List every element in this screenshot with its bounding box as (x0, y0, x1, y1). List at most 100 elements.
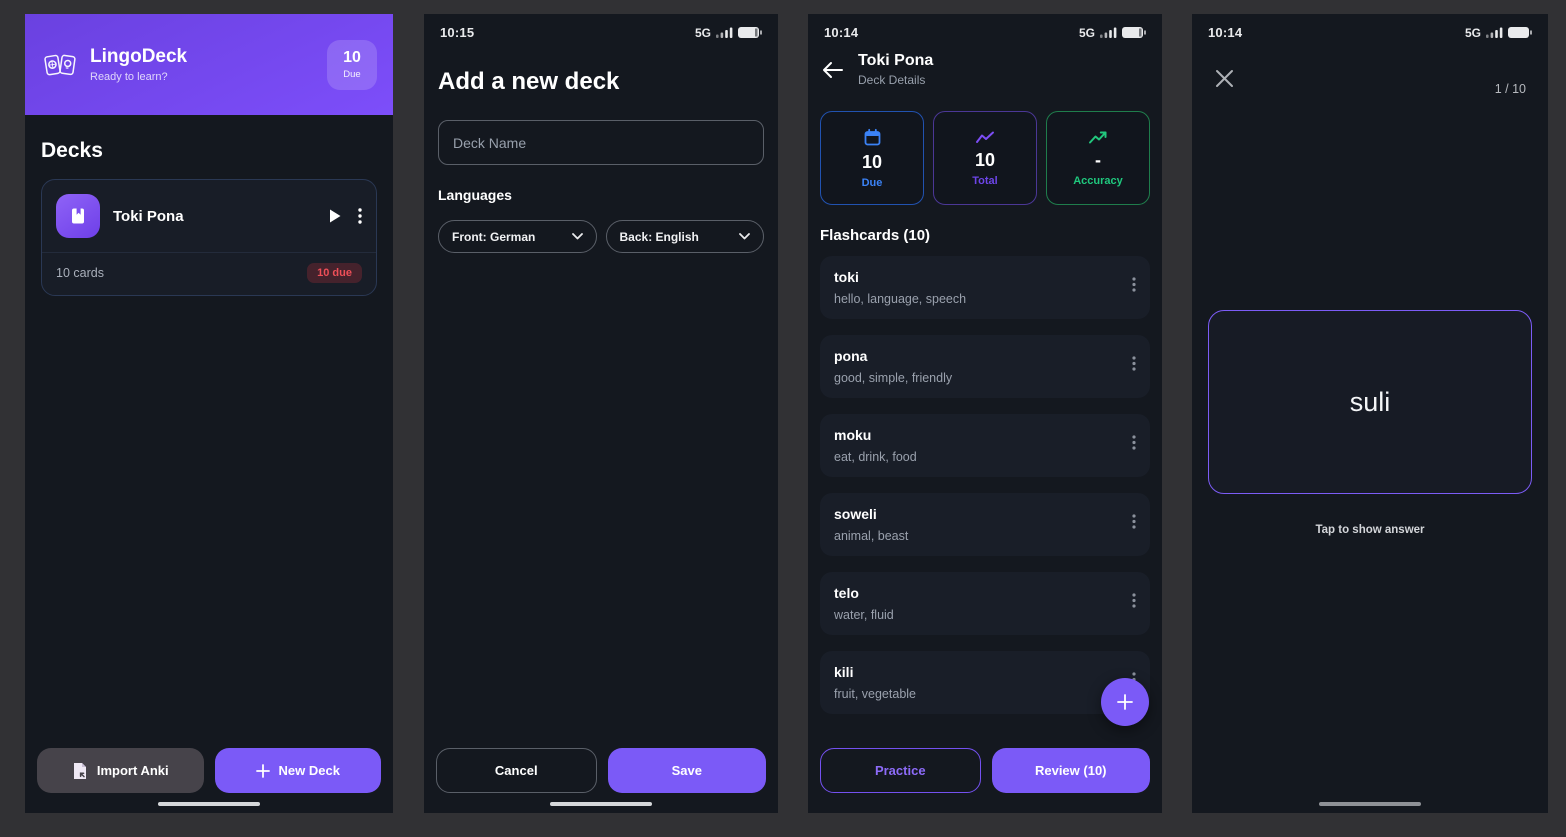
flashcard-back: good, simple, friendly (834, 371, 953, 385)
flashcard-row-soweli[interactable]: soweli animal, beast (820, 493, 1150, 556)
plus-icon (255, 763, 270, 778)
deck-card-footer-row: 10 cards 10 due (42, 253, 376, 295)
back-language-value: Back: English (619, 229, 699, 244)
calendar-icon (863, 128, 882, 147)
add-deck-title: Add a new deck (438, 68, 620, 95)
decks-heading: Decks (41, 139, 103, 162)
home-indicator[interactable] (158, 802, 260, 806)
deck-menu-button[interactable] (358, 208, 362, 224)
deck-details-title: Toki Pona (858, 52, 934, 69)
flashcard-front: moku (834, 427, 872, 443)
import-anki-button[interactable]: Import Anki (37, 748, 204, 793)
flashcard-row-kili[interactable]: kili fruit, vegetable (820, 651, 1150, 714)
play-deck-button[interactable] (328, 208, 342, 224)
flashcard-back: water, fluid (834, 608, 894, 622)
flashcard-menu-button[interactable] (1132, 514, 1136, 529)
language-selects: Front: German Back: English (438, 220, 764, 253)
review-flashcard[interactable]: suli (1208, 310, 1532, 494)
deck-details-titles: Toki Pona Deck Details (858, 52, 933, 87)
deck-card-main-row: Toki Pona (42, 180, 376, 252)
screen-add-deck: 10:15 5G Add a new deck Languages Front:… (424, 14, 778, 813)
screen-home: LingoDeck Ready to learn? 10 Due Decks T… (25, 14, 393, 813)
deck-stats: 10 Due 10 Total - Accuracy (820, 111, 1150, 205)
front-language-value: Front: German (452, 229, 536, 244)
network-label: 5G (1464, 25, 1481, 40)
signal-icon (716, 27, 733, 38)
flashcards-heading: Flashcards (10) (820, 227, 931, 244)
review-card-front: suli (1349, 386, 1391, 417)
import-file-icon (72, 762, 88, 780)
home-indicator[interactable] (1319, 802, 1421, 806)
save-button[interactable]: Save (607, 748, 766, 793)
flashcard-row-telo[interactable]: telo water, fluid (820, 572, 1150, 635)
languages-heading: Languages (438, 187, 512, 203)
flashcard-front: telo (834, 585, 859, 601)
deck-book-icon (56, 194, 100, 238)
screen-deck-details: 10:14 5G Toki Pona Deck Details (808, 14, 1162, 813)
home-bottom-bar: Import Anki New Deck (25, 742, 393, 813)
add-flashcard-fab[interactable] (1101, 678, 1149, 726)
flashcard-menu-button[interactable] (1132, 277, 1136, 292)
new-deck-button[interactable]: New Deck (214, 748, 381, 793)
home-indicator[interactable] (550, 802, 652, 806)
stat-due: 10 Due (820, 111, 924, 205)
flashcard-back: hello, language, speech (834, 292, 967, 306)
due-count: 10 (343, 48, 361, 66)
flashcard-row-toki[interactable]: toki hello, language, speech (820, 256, 1150, 319)
flashcard-back: animal, beast (834, 529, 909, 543)
trending-up-icon (1088, 130, 1108, 145)
review-header: 1 / 10 (1192, 42, 1548, 96)
status-bar: 10:14 5G (808, 14, 1162, 42)
close-icon[interactable] (1214, 68, 1235, 89)
chevron-down-icon (739, 233, 750, 240)
save-label: Save (671, 763, 702, 778)
practice-button[interactable]: Practice (820, 748, 981, 793)
flashcard-front: pona (834, 348, 868, 364)
flashcard-row-moku[interactable]: moku eat, drink, food (820, 414, 1150, 477)
deck-card-divider (42, 252, 376, 253)
signal-icon (1100, 27, 1117, 38)
app-subtitle: Ready to learn? (90, 71, 168, 83)
deck-name-input[interactable] (438, 120, 764, 165)
deck-cards-count: 10 cards (56, 266, 104, 280)
add-deck-bottom-bar: Cancel Save (424, 742, 778, 813)
new-deck-label: New Deck (278, 763, 340, 778)
back-language-select[interactable]: Back: English (605, 220, 764, 253)
cancel-label: Cancel (494, 763, 538, 778)
status-bar: 10:15 5G (424, 14, 778, 42)
flashcard-front: toki (834, 269, 859, 285)
screen-review: 10:14 5G 1 / 10 suli Tap to show answer (1192, 14, 1548, 813)
review-label: Review (10) (1034, 763, 1107, 778)
app-brand: LingoDeck Ready to learn? (41, 46, 187, 83)
app-title-group: LingoDeck Ready to learn? (90, 46, 187, 83)
deck-details-bottom-bar: Practice Review (10) (808, 742, 1162, 813)
stat-accuracy-value: - (1095, 149, 1101, 170)
flashcard-row-pona[interactable]: pona good, simple, friendly (820, 335, 1150, 398)
battery-icon (1508, 27, 1532, 38)
flashcard-back: eat, drink, food (834, 450, 917, 464)
stat-total: 10 Total (933, 111, 1037, 205)
deck-card-toki-pona[interactable]: Toki Pona 10 cards 10 due (41, 179, 377, 296)
back-button[interactable] (822, 61, 844, 79)
app-title: LingoDeck (90, 46, 188, 67)
front-language-select[interactable]: Front: German (438, 220, 597, 253)
stat-accuracy-label: Accuracy (1073, 174, 1123, 187)
battery-icon (1122, 27, 1146, 38)
review-button[interactable]: Review (10) (991, 748, 1150, 793)
activity-icon (975, 130, 995, 145)
deck-details-subtitle: Deck Details (858, 73, 926, 87)
deck-name: Toki Pona (113, 207, 184, 225)
flashcard-menu-button[interactable] (1132, 593, 1136, 608)
cancel-button[interactable]: Cancel (436, 748, 597, 793)
network-label: 5G (694, 25, 711, 40)
app-logo-icon (41, 49, 79, 81)
battery-icon (738, 27, 762, 38)
import-anki-label: Import Anki (96, 763, 169, 778)
flashcard-menu-button[interactable] (1132, 435, 1136, 450)
flashcard-front: soweli (834, 506, 877, 522)
flashcard-menu-button[interactable] (1132, 356, 1136, 371)
status-bar: 10:14 5G (1192, 14, 1548, 42)
network-label: 5G (1078, 25, 1095, 40)
deck-actions (328, 208, 362, 224)
